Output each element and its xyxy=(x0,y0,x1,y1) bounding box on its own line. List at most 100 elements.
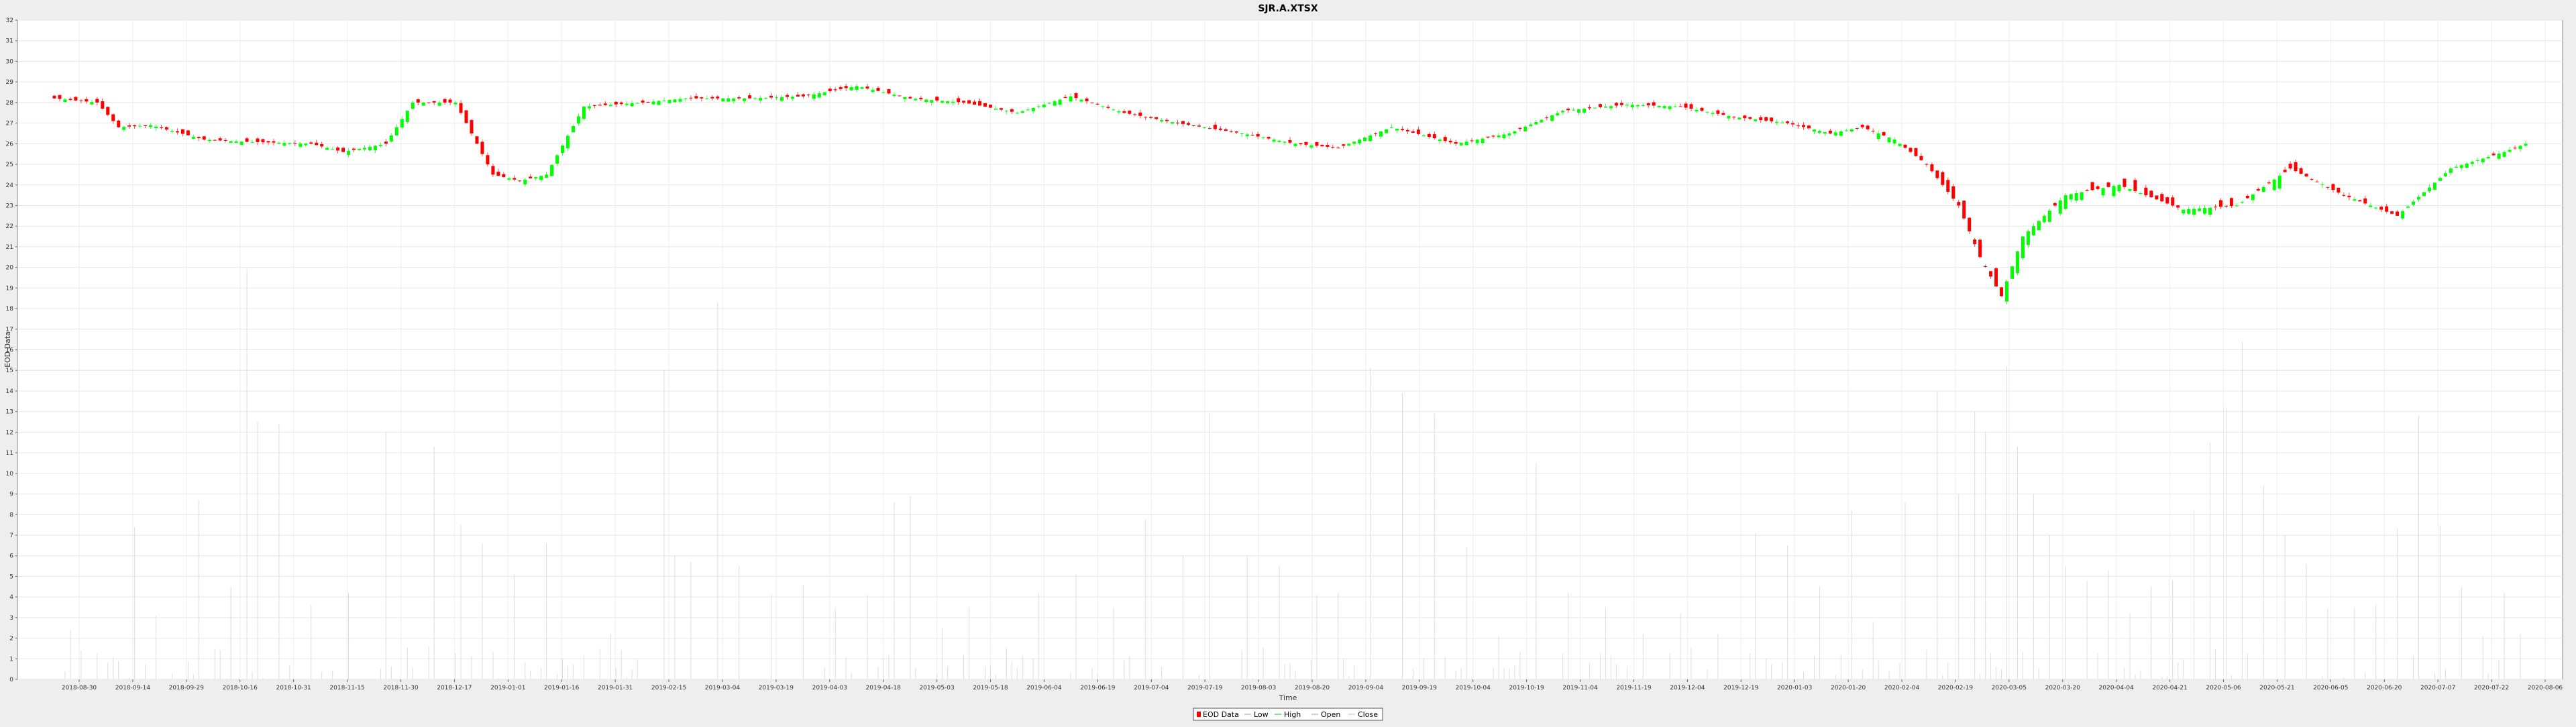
candle-body xyxy=(1849,129,1854,131)
candle-body xyxy=(2497,154,2501,159)
candle-body xyxy=(1352,142,1356,144)
x-tick-label: 2020-03-20 xyxy=(2045,685,2081,691)
volume-bars xyxy=(64,269,2521,679)
candle-body xyxy=(1181,121,1185,124)
candle-body xyxy=(175,131,179,133)
y-tick-label: 26 xyxy=(6,141,14,148)
candle-body xyxy=(2031,226,2035,235)
candle-body xyxy=(2524,144,2528,146)
candle-body xyxy=(839,87,843,89)
candle-body xyxy=(828,89,832,91)
x-tick-label: 2019-10-19 xyxy=(1509,685,1544,691)
candle-body xyxy=(1128,110,1132,114)
candle-body xyxy=(1791,123,1795,125)
candle-body xyxy=(919,97,923,99)
candle-body xyxy=(833,89,837,91)
candle-body xyxy=(1160,119,1164,122)
x-tick-label: 2019-01-31 xyxy=(598,685,633,691)
candle-body xyxy=(710,97,714,99)
candle-body xyxy=(1293,144,1297,146)
candle-body xyxy=(1256,133,1260,137)
candle-body xyxy=(1213,124,1217,129)
x-tick-label: 2018-12-17 xyxy=(437,685,472,691)
candle-body xyxy=(2353,199,2357,201)
candle-body xyxy=(2218,200,2222,207)
candle-body xyxy=(1438,139,1442,142)
candle-body xyxy=(2106,182,2110,187)
x-tick-label: 2018-09-14 xyxy=(115,685,151,691)
candle-body xyxy=(1245,134,1249,137)
candle-body xyxy=(614,101,618,105)
candle-body xyxy=(2005,281,2009,302)
y-tick-label: 10 xyxy=(6,471,14,478)
candle-body xyxy=(1609,106,1613,109)
candle-body xyxy=(2155,195,2159,200)
legend-box xyxy=(1193,708,1383,721)
candle-body xyxy=(1475,139,1479,144)
candle-body xyxy=(2171,197,2175,206)
candle-body xyxy=(764,97,768,99)
candle-body xyxy=(2379,207,2383,210)
candle-body xyxy=(405,111,409,123)
candle-body xyxy=(1331,147,1335,148)
candle-body xyxy=(2037,221,2041,231)
candle-body xyxy=(1716,110,1720,114)
candle-body xyxy=(2470,162,2474,164)
candle-body xyxy=(1603,107,1607,108)
candle-body xyxy=(2347,195,2351,198)
candle-body xyxy=(2438,178,2442,181)
candle-body xyxy=(299,143,303,147)
candle-body xyxy=(186,130,190,135)
y-tick-label: 3 xyxy=(9,615,13,622)
candle-body xyxy=(1191,125,1195,127)
candle-body xyxy=(1470,140,1474,142)
candle-body xyxy=(561,145,565,154)
candle-body xyxy=(2363,198,2367,204)
x-tick-label: 2020-02-04 xyxy=(1884,685,1920,691)
x-tick-label: 2019-12-04 xyxy=(1670,685,1705,691)
candle-body xyxy=(2283,170,2287,172)
y-tick-label: 4 xyxy=(9,594,13,601)
candle-body xyxy=(1812,129,1816,132)
candle-body xyxy=(496,171,500,176)
candle-body xyxy=(202,136,206,140)
candle-body xyxy=(1379,131,1383,137)
candle-body xyxy=(2401,211,2405,219)
candle-body xyxy=(1427,133,1431,137)
candle-body xyxy=(1208,128,1212,129)
x-tick-label: 2018-08-30 xyxy=(62,685,97,691)
candle-body xyxy=(400,119,404,128)
candle-body xyxy=(191,136,195,139)
y-tick-label: 9 xyxy=(9,492,13,498)
candle-body xyxy=(1593,107,1597,109)
legend-swatch-eod xyxy=(1197,712,1201,717)
y-tick-label: 6 xyxy=(9,553,13,560)
candle-body xyxy=(277,142,281,144)
x-tick-label: 2020-05-06 xyxy=(2206,685,2241,691)
candle-body xyxy=(2101,188,2105,196)
candle-body xyxy=(2304,174,2308,177)
x-tick-label: 2020-08-06 xyxy=(2528,685,2563,691)
y-tick-label: 20 xyxy=(6,265,14,272)
grid-lines xyxy=(17,19,2563,680)
candle-body xyxy=(2139,193,2143,194)
candle-body xyxy=(1930,164,1934,172)
candle-body xyxy=(1112,109,1116,111)
candle-body xyxy=(1309,145,1313,148)
x-tick-label: 2019-01-16 xyxy=(544,685,580,691)
candle-body xyxy=(924,99,928,103)
x-tick-label: 2019-05-18 xyxy=(973,685,1008,691)
candle-body xyxy=(2385,206,2389,212)
candle-body xyxy=(2422,192,2426,197)
x-tick-label: 2019-08-03 xyxy=(1241,685,1276,691)
candle-body xyxy=(2026,231,2030,245)
x-tick-label: 2020-06-05 xyxy=(2313,685,2348,691)
candle-body xyxy=(748,95,752,99)
candle-body xyxy=(1646,103,1650,106)
candle-body xyxy=(1705,111,1709,113)
candle-body xyxy=(272,141,276,143)
candle-body xyxy=(213,139,217,141)
candle-body xyxy=(507,178,511,180)
candle-body xyxy=(234,141,238,143)
legend-item-close: Close xyxy=(1358,710,1378,719)
